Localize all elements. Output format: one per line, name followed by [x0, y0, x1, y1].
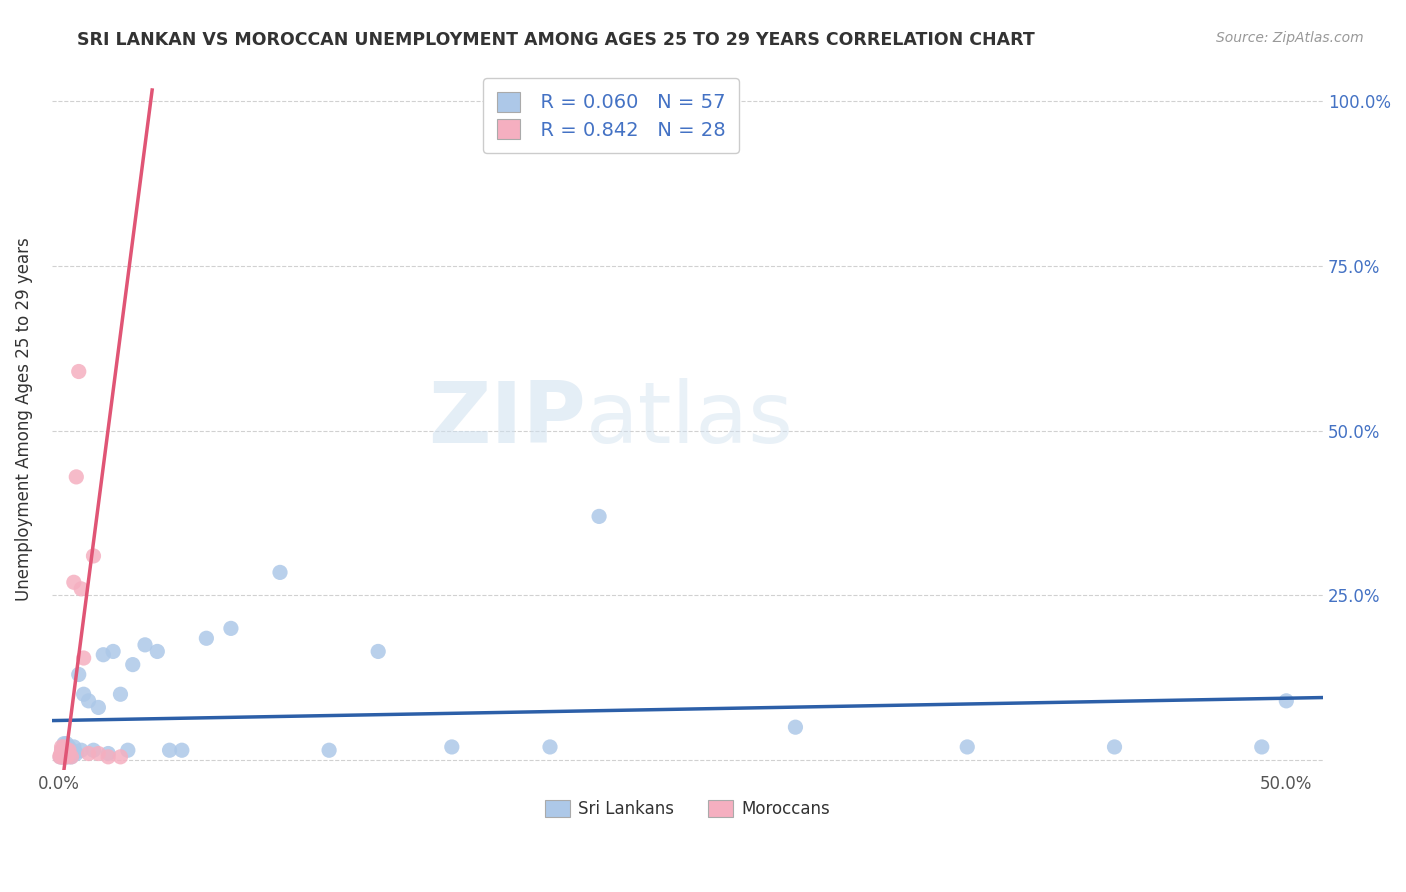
- Point: [1104, 739, 1126, 754]
- Point: [51, 743, 73, 757]
- Point: [55, 747, 77, 762]
- Point: [87, 747, 110, 761]
- Point: [53, 747, 76, 761]
- Point: [51, 749, 73, 764]
- Point: [49, 749, 72, 764]
- Point: [67, 667, 90, 681]
- Point: [219, 621, 242, 635]
- Point: [52, 747, 75, 761]
- Point: [53, 747, 76, 761]
- Point: [51, 739, 73, 754]
- Point: [53, 739, 76, 754]
- Point: [49, 749, 72, 764]
- Point: [63, 575, 86, 590]
- Point: [53, 737, 76, 751]
- Point: [53, 739, 76, 754]
- Text: atlas: atlas: [586, 377, 794, 461]
- Point: [60, 749, 83, 764]
- Point: [956, 739, 979, 754]
- Point: [55, 737, 77, 751]
- Point: [55, 739, 77, 754]
- Legend: Sri Lankans, Moroccans: Sri Lankans, Moroccans: [538, 793, 837, 825]
- Point: [170, 743, 193, 757]
- Point: [269, 566, 291, 580]
- Point: [117, 743, 139, 757]
- Point: [70, 743, 93, 757]
- Point: [1275, 694, 1298, 708]
- Point: [159, 743, 181, 757]
- Point: [58, 739, 80, 754]
- Point: [49, 747, 72, 762]
- Point: [101, 644, 124, 658]
- Point: [52, 747, 75, 761]
- Point: [55, 749, 77, 764]
- Point: [58, 749, 80, 764]
- Text: SRI LANKAN VS MOROCCAN UNEMPLOYMENT AMONG AGES 25 TO 29 YEARS CORRELATION CHART: SRI LANKAN VS MOROCCAN UNEMPLOYMENT AMON…: [77, 31, 1035, 49]
- Point: [110, 687, 132, 701]
- Point: [58, 743, 80, 757]
- Point: [82, 549, 104, 563]
- Point: [51, 747, 73, 761]
- Point: [52, 743, 75, 757]
- Point: [87, 700, 110, 714]
- Point: [588, 509, 610, 524]
- Text: ZIP: ZIP: [427, 377, 586, 461]
- Point: [70, 582, 93, 596]
- Text: Source: ZipAtlas.com: Source: ZipAtlas.com: [1216, 31, 1364, 45]
- Point: [146, 644, 169, 658]
- Point: [55, 743, 77, 757]
- Point: [1250, 739, 1272, 754]
- Point: [53, 749, 76, 764]
- Point: [51, 749, 73, 764]
- Point: [97, 749, 120, 764]
- Point: [55, 747, 77, 761]
- Point: [65, 470, 87, 484]
- Point: [53, 749, 76, 764]
- Point: [53, 743, 76, 757]
- Point: [60, 749, 83, 764]
- Point: [58, 747, 80, 762]
- Point: [55, 743, 77, 757]
- Point: [538, 739, 561, 754]
- Point: [51, 743, 73, 757]
- Point: [77, 747, 100, 761]
- Point: [134, 638, 156, 652]
- Point: [77, 694, 100, 708]
- Point: [60, 743, 83, 757]
- Point: [51, 747, 73, 761]
- Y-axis label: Unemployment Among Ages 25 to 29 years: Unemployment Among Ages 25 to 29 years: [15, 237, 32, 601]
- Point: [195, 632, 218, 646]
- Point: [67, 364, 90, 378]
- Point: [65, 747, 87, 761]
- Point: [785, 720, 807, 734]
- Point: [60, 747, 83, 761]
- Point: [440, 739, 463, 754]
- Point: [53, 743, 76, 757]
- Point: [82, 743, 104, 757]
- Point: [91, 648, 114, 662]
- Point: [121, 657, 143, 672]
- Point: [63, 739, 86, 754]
- Point: [53, 743, 76, 757]
- Point: [63, 747, 86, 761]
- Point: [318, 743, 340, 757]
- Point: [110, 749, 132, 764]
- Point: [58, 743, 80, 757]
- Point: [58, 747, 80, 761]
- Point: [367, 644, 389, 658]
- Point: [73, 651, 96, 665]
- Point: [97, 747, 120, 761]
- Point: [53, 747, 76, 761]
- Point: [73, 687, 96, 701]
- Point: [55, 749, 77, 764]
- Point: [52, 749, 75, 764]
